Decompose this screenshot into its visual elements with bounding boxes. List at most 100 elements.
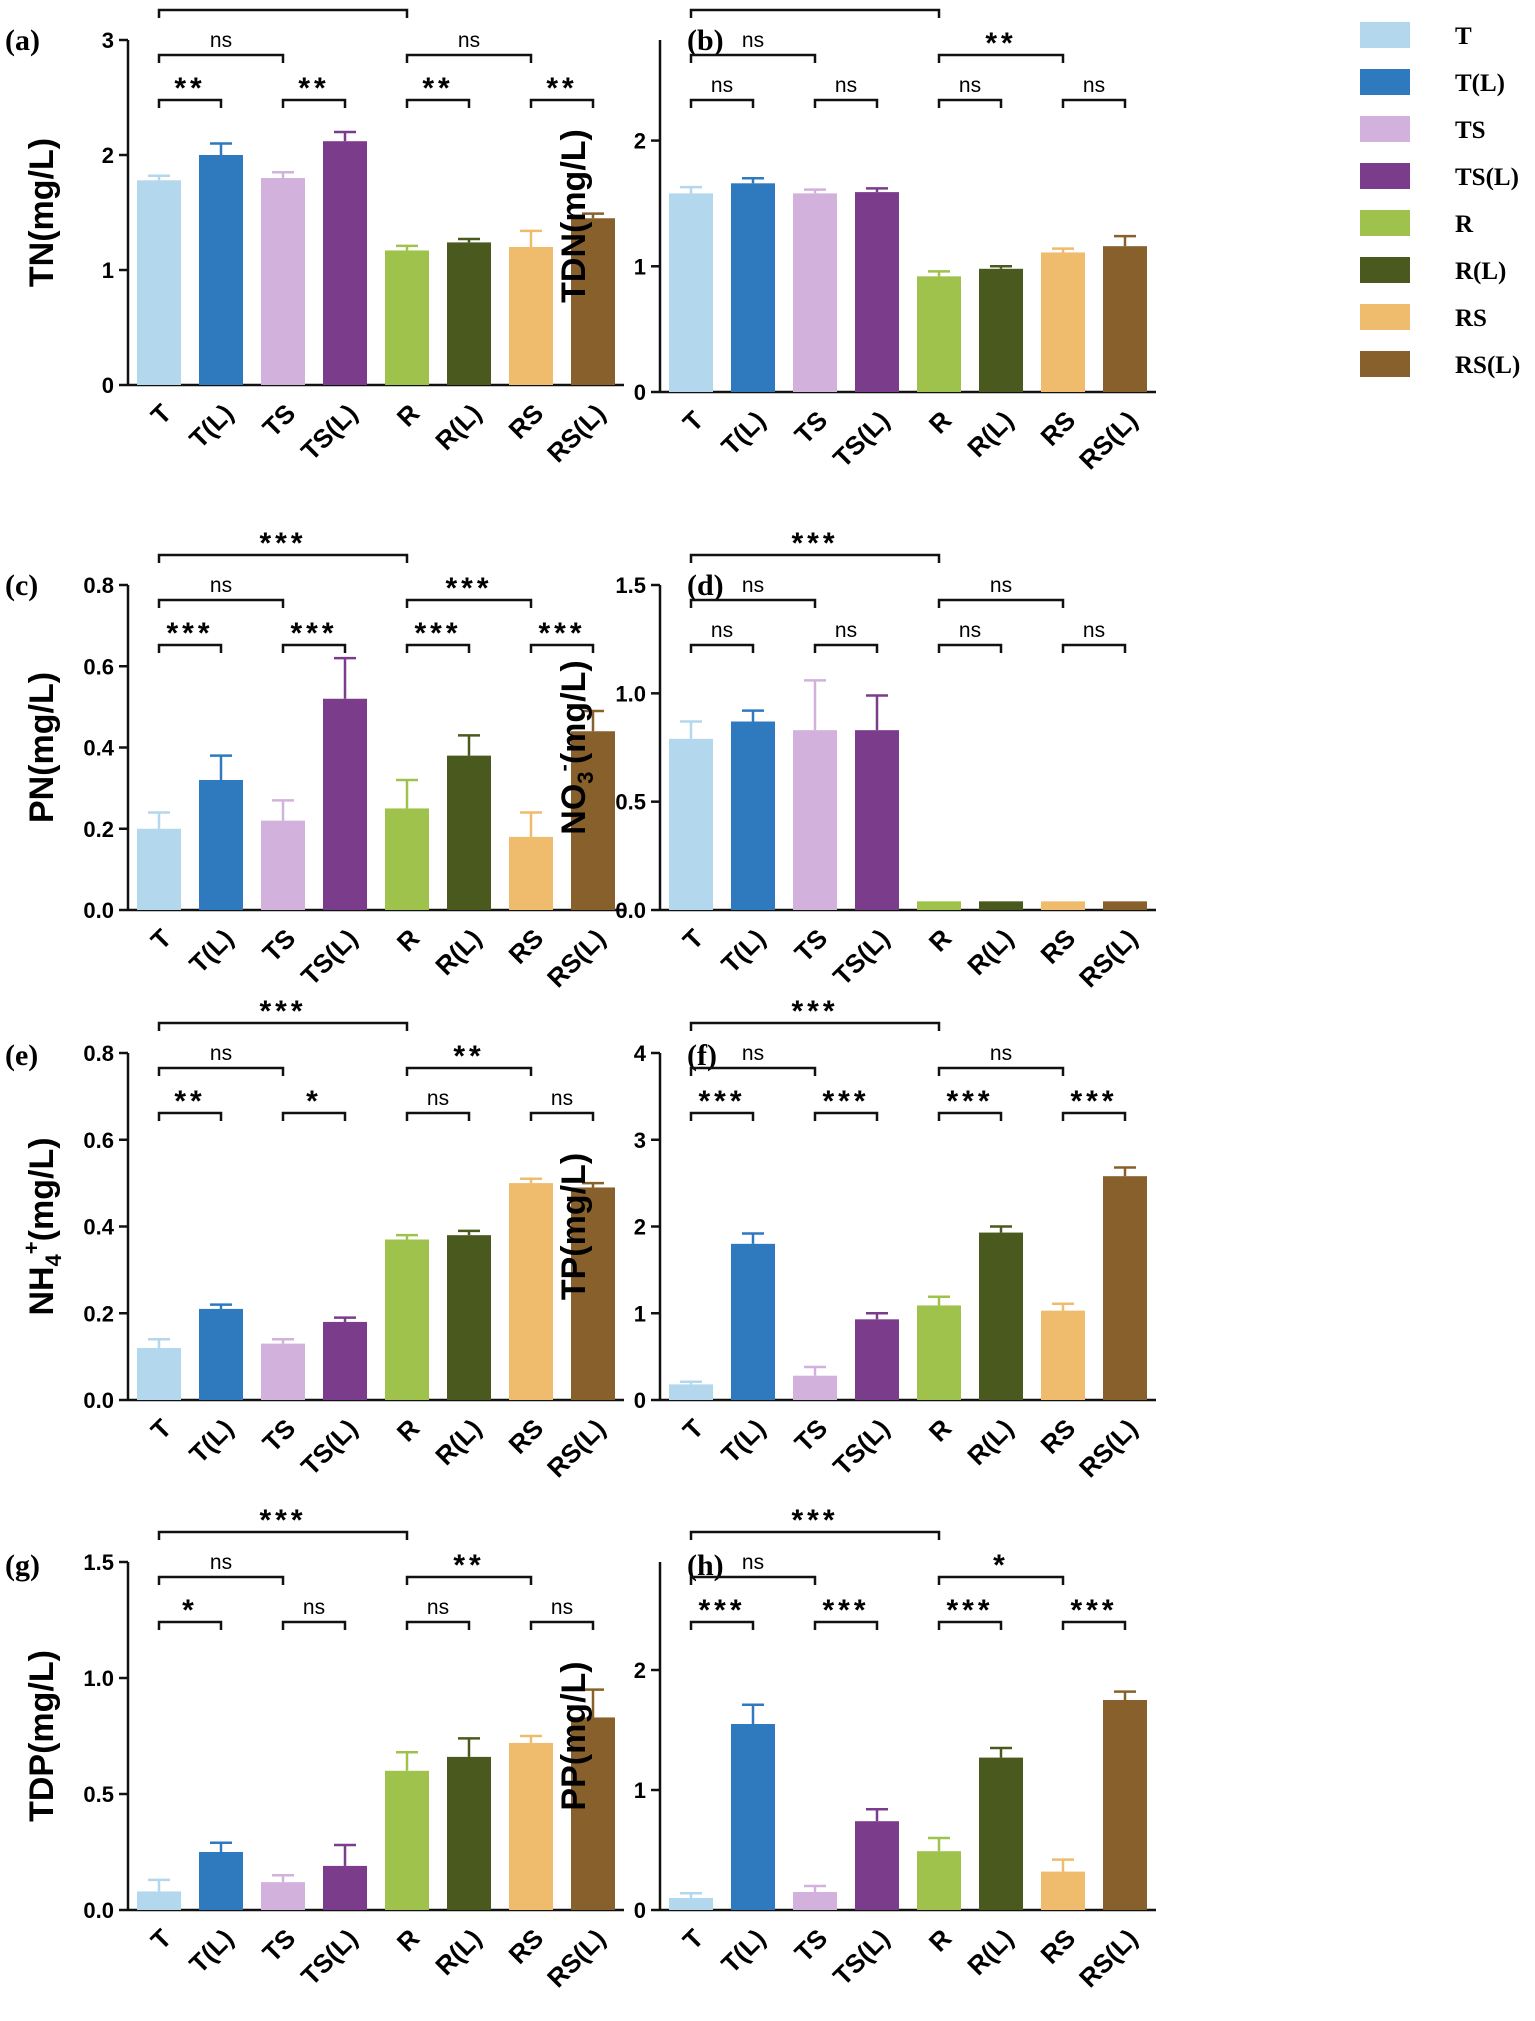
significance-label: *** xyxy=(1070,1085,1117,1118)
legend-label-rs: RS xyxy=(1455,305,1487,332)
bar-ts xyxy=(793,730,837,910)
significance-bracket xyxy=(937,643,1003,653)
significance-bracket xyxy=(157,1575,285,1585)
bar-r xyxy=(917,276,961,392)
bar-r xyxy=(917,901,961,910)
x-tick-label-tl: T(L) xyxy=(715,1413,771,1469)
significance-label: * xyxy=(182,1594,198,1627)
significance-label: ns xyxy=(711,74,733,97)
legend-swatch-rs xyxy=(1360,304,1410,330)
significance-label: ** xyxy=(985,27,1016,60)
significance-label: *** xyxy=(445,572,492,605)
x-tick-label-r: R xyxy=(923,405,958,440)
significance-bracket xyxy=(1061,643,1127,653)
y-tick-label: 0 xyxy=(634,380,646,405)
bar-tsl xyxy=(855,1821,899,1910)
y-tick-label: 1 xyxy=(634,254,646,279)
panel-label: (f) xyxy=(687,1039,717,1072)
significance-bracket xyxy=(937,53,1065,63)
bar-ts xyxy=(261,1343,305,1400)
y-tick-label: 2 xyxy=(634,1215,646,1240)
bar-rl xyxy=(447,242,491,385)
x-tick-label-tl: T(L) xyxy=(183,1923,239,1979)
significance-bracket xyxy=(529,643,595,653)
significance-bracket xyxy=(405,1066,533,1076)
bar-t xyxy=(669,1384,713,1400)
x-tick-label-ts: TS xyxy=(257,923,302,968)
x-tick-label-rsl: RS(L) xyxy=(541,923,611,993)
significance-bracket xyxy=(281,1620,347,1630)
significance-label: ** xyxy=(298,72,329,105)
significance-bracket xyxy=(689,643,755,653)
bar-tsl xyxy=(323,1321,367,1400)
bar-tl xyxy=(731,183,775,392)
y-tick-label: 1 xyxy=(634,1301,646,1326)
y-tick-label: 0.0 xyxy=(83,1898,114,1923)
significance-label: *** xyxy=(259,995,306,1028)
bar-tsl xyxy=(323,141,367,385)
bar-t xyxy=(669,193,713,392)
significance-label: ** xyxy=(453,1549,484,1582)
bar-tl xyxy=(731,1724,775,1910)
significance-bracket xyxy=(689,1111,755,1121)
legend-label-r: R xyxy=(1455,211,1474,238)
y-label-base: NO xyxy=(555,784,593,835)
x-tick-label-r: R xyxy=(923,923,958,958)
y-tick-label: 0.8 xyxy=(83,573,114,598)
significance-label: *** xyxy=(259,1504,306,1537)
significance-bracket xyxy=(813,98,879,108)
x-tick-label-rs: RS xyxy=(1034,405,1081,452)
bar-rs xyxy=(509,1742,553,1910)
y-tick-label: 0.0 xyxy=(83,898,114,923)
bar-rs xyxy=(1041,901,1085,910)
legend-swatch-rl xyxy=(1360,257,1410,283)
bar-rs xyxy=(509,247,553,385)
x-tick-label-rs: RS xyxy=(502,1923,549,1970)
x-tick-label-ts: TS xyxy=(257,1413,302,1458)
bar-tsl xyxy=(855,1319,899,1400)
panel-label: (b) xyxy=(687,24,724,57)
significance-bracket xyxy=(689,1530,941,1540)
bar-rl xyxy=(447,1235,491,1400)
x-tick-label-rs: RS xyxy=(1034,1923,1081,1970)
legend-swatch-rsl xyxy=(1360,351,1410,377)
bar-rs xyxy=(509,836,553,910)
bar-rs xyxy=(1041,1871,1085,1910)
bar-t xyxy=(137,1891,181,1910)
significance-bracket xyxy=(689,1575,817,1585)
x-tick-label-tl: T(L) xyxy=(715,923,771,979)
bar-tsl xyxy=(855,730,899,910)
legend-swatch-t xyxy=(1360,22,1410,48)
bar-t xyxy=(669,738,713,910)
bar-rl xyxy=(979,901,1023,910)
y-tick-label: 0.4 xyxy=(83,736,114,761)
significance-label: ns xyxy=(210,1551,232,1574)
significance-label: *** xyxy=(698,1594,745,1627)
bar-rl xyxy=(447,1756,491,1910)
x-tick-label-rl: R(L) xyxy=(961,405,1019,463)
bar-ts xyxy=(261,1882,305,1910)
significance-bracket xyxy=(937,1111,1003,1121)
bar-rsl xyxy=(1103,1700,1147,1910)
legend-swatch-r xyxy=(1360,210,1410,236)
y-tick-label: 0.0 xyxy=(615,898,646,923)
significance-label: *** xyxy=(791,527,838,560)
y-tick-label: 1.0 xyxy=(615,681,646,706)
significance-label: ns xyxy=(742,1042,764,1065)
significance-bracket xyxy=(689,598,817,608)
y-label-unit: (mg/L) xyxy=(555,660,593,764)
y-axis-label: PN(mg/L) xyxy=(23,672,61,823)
x-tick-label-r: R xyxy=(391,923,426,958)
significance-label: *** xyxy=(259,0,306,15)
bar-rsl xyxy=(571,218,615,385)
panel-label: (g) xyxy=(5,1549,40,1582)
x-tick-label-rs: RS xyxy=(502,923,549,970)
y-tick-label: 0.2 xyxy=(83,1301,114,1326)
x-tick-label-tsl: TS(L) xyxy=(827,1413,895,1481)
x-tick-label-tl: T(L) xyxy=(183,923,239,979)
bar-tl xyxy=(199,155,243,385)
legend: T T(L) TS TS(L) R R(L) RS RS(L) xyxy=(1360,22,1520,379)
bar-t xyxy=(137,1347,181,1400)
